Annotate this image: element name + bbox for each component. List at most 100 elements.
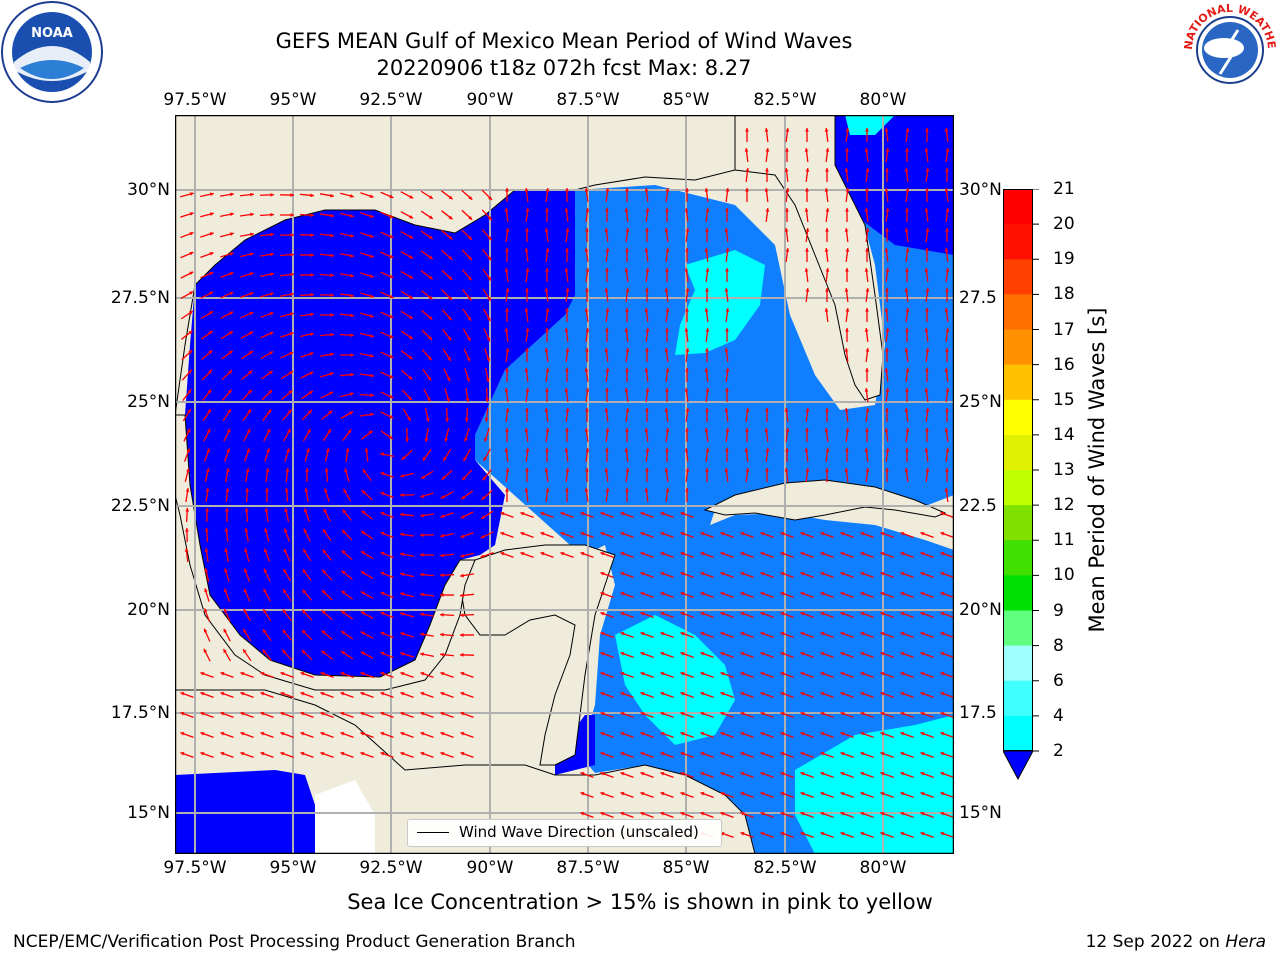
wind-wave-arrow-head: [564, 388, 569, 392]
wind-wave-arrow-head: [545, 428, 550, 432]
wind-wave-arrow-head: [745, 468, 750, 472]
wind-wave-arrow-head: [660, 812, 665, 816]
wind-wave-arrow-head: [585, 328, 590, 332]
wind-wave-arrow-head: [310, 213, 314, 218]
wind-wave-arrow-head: [189, 212, 194, 216]
wind-wave-arrow-head: [825, 148, 830, 152]
wind-wave-arrow-head: [460, 692, 465, 696]
wind-wave-arrow-head: [640, 572, 645, 576]
wind-wave-arrow-head: [900, 552, 905, 556]
wind-wave-arrow-head: [905, 188, 910, 192]
wind-wave-arrow-head: [900, 572, 905, 576]
wind-wave-arrow-head: [940, 532, 945, 536]
wind-wave-arrow-head: [920, 672, 925, 676]
wind-wave-arrow-head: [440, 752, 445, 756]
wind-wave-arrow-head: [785, 148, 789, 152]
wind-wave-arrow-head: [620, 652, 625, 656]
wind-wave-arrow-head: [624, 268, 629, 272]
wind-wave-arrow-head: [500, 532, 505, 536]
wind-wave-arrow-head: [800, 712, 805, 716]
wind-wave-arrow-head: [380, 551, 385, 556]
wind-wave-arrow-head: [840, 632, 845, 636]
wind-wave-arrow-head: [560, 552, 565, 556]
wind-wave-arrow-head: [420, 494, 425, 498]
wind-wave-arrow-head: [900, 732, 905, 736]
wind-wave-arrow-head: [660, 732, 665, 736]
wind-wave-arrow-head: [820, 792, 825, 796]
wind-wave-arrow-head: [250, 212, 254, 217]
wind-wave-arrow-head: [625, 188, 629, 192]
wind-wave-arrow-head: [290, 272, 294, 277]
wind-wave-arrow-head: [940, 792, 945, 796]
wind-wave-arrow-head: [720, 752, 725, 756]
wind-wave-arrow-head: [389, 294, 394, 299]
noaa-logo: NOAA: [1, 1, 103, 103]
wind-wave-arrow-head: [321, 590, 326, 594]
wind-wave-arrow-head: [203, 628, 208, 633]
wind-wave-arrow-head: [865, 468, 870, 472]
wind-wave-arrow-head: [685, 188, 689, 192]
wind-wave-arrow-head: [865, 368, 869, 372]
wind-wave-arrow-head: [945, 448, 950, 452]
wind-wave-arrow-head: [485, 378, 490, 382]
wind-wave-arrow-head: [785, 248, 790, 252]
wind-wave-arrow-head: [544, 468, 549, 472]
wind-wave-arrow-head: [840, 532, 845, 536]
wind-wave-arrow-head: [283, 589, 287, 594]
colorbar-tick-label: 20: [1053, 214, 1075, 235]
wind-wave-arrow-head: [427, 376, 432, 381]
wind-wave-arrow-head: [400, 512, 404, 517]
wind-wave-arrow-head: [184, 528, 189, 532]
wind-wave-arrow-head: [420, 533, 424, 538]
wind-wave-arrow-head: [422, 456, 427, 461]
wind-wave-arrow-head: [408, 315, 413, 319]
wind-wave-arrow-head: [360, 752, 365, 756]
wind-wave-arrow-head: [400, 572, 405, 577]
date-text: 12 Sep 2022 on: [1085, 932, 1226, 952]
wind-wave-arrow-head: [440, 652, 444, 657]
wind-wave-arrow-head: [208, 330, 213, 335]
wind-wave-arrow-head: [420, 572, 424, 577]
wind-wave-arrow-head: [760, 592, 765, 596]
sea-mid-region: [475, 115, 954, 854]
wind-wave-arrow-head: [860, 652, 865, 656]
wind-wave-arrow-head: [203, 648, 208, 653]
wind-wave-arrow-head: [186, 428, 191, 433]
wind-wave-arrow-head: [525, 388, 530, 392]
wind-wave-arrow-head: [685, 428, 689, 432]
lon-label-top: 82.5°W: [753, 90, 817, 110]
wind-wave-arrow-head: [680, 812, 685, 816]
wind-wave-arrow-head: [440, 712, 445, 716]
wind-wave-arrow-head: [885, 148, 890, 152]
wind-wave-arrow-head: [660, 612, 665, 616]
wind-wave-arrow-head: [524, 428, 529, 432]
wind-wave-arrow-head: [270, 212, 274, 217]
wind-wave-arrow-head: [800, 592, 805, 596]
wind-wave-arrow-head: [684, 328, 689, 332]
wind-wave-arrow-head: [784, 168, 789, 172]
lon-label-bottom: 92.5°W: [359, 858, 423, 878]
wind-wave-arrow-head: [840, 732, 845, 736]
wind-wave-arrow-head: [187, 369, 192, 374]
wind-wave-arrow-head: [350, 372, 354, 377]
wind-wave-arrow-head: [905, 128, 910, 132]
wind-wave-arrow-head: [740, 672, 745, 676]
wind-wave-arrow-head: [226, 448, 230, 453]
wind-wave-arrow-head: [340, 712, 345, 716]
lat-label-left: 20°N: [127, 600, 170, 620]
wind-wave-arrow-head: [825, 268, 830, 272]
wind-wave-arrow-head: [760, 632, 765, 636]
wind-wave-arrow-head: [885, 228, 889, 232]
wind-wave-arrow-head: [885, 268, 890, 272]
wind-wave-arrow-head: [224, 548, 229, 552]
wind-wave-arrow-head: [860, 612, 865, 616]
wind-wave-arrow-head: [640, 752, 645, 756]
wind-wave-arrow-head: [310, 312, 314, 317]
sea-ice-note: Sea Ice Concentration > 15% is shown in …: [347, 890, 933, 914]
wind-wave-arrow-head: [283, 548, 288, 553]
wind-wave-arrow-head: [765, 448, 770, 452]
lon-label-top: 90°W: [466, 90, 514, 110]
wind-wave-arrow-head: [660, 592, 665, 596]
colorbar-tick-label: 14: [1053, 424, 1075, 445]
wind-wave-arrow-head: [740, 612, 745, 616]
